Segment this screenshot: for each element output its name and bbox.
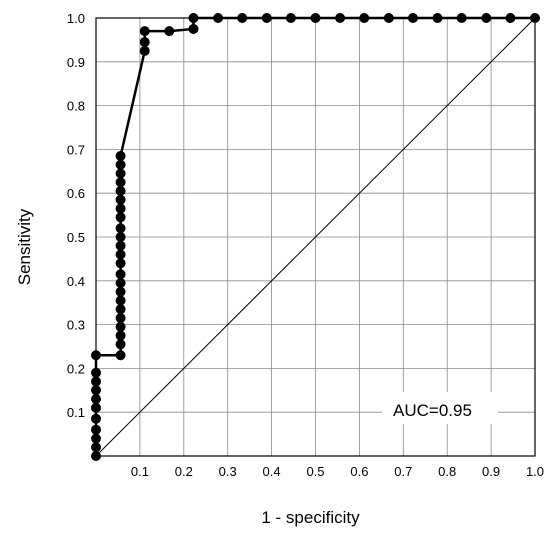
roc-point xyxy=(188,13,199,23)
roc-point xyxy=(115,168,126,179)
roc-point xyxy=(359,13,370,23)
y-tick-label: 0.3 xyxy=(67,318,85,333)
roc-point xyxy=(115,249,126,260)
roc-point xyxy=(456,13,467,23)
roc-point xyxy=(139,37,150,48)
roc-point xyxy=(115,194,126,205)
roc-point xyxy=(115,350,126,361)
roc-point xyxy=(383,13,394,23)
roc-point xyxy=(115,150,126,161)
y-tick-label: 0.6 xyxy=(67,186,85,201)
roc-point xyxy=(115,330,126,341)
roc-point xyxy=(407,13,418,23)
x-tick-label: 0.5 xyxy=(306,464,324,479)
roc-point xyxy=(115,286,126,297)
roc-point xyxy=(91,424,101,435)
roc-point xyxy=(505,13,516,23)
y-tick-label: 0.7 xyxy=(67,142,85,157)
roc-point xyxy=(335,13,346,23)
roc-point xyxy=(261,13,272,23)
roc-point xyxy=(115,159,126,170)
roc-point xyxy=(115,232,126,242)
auc-label-background xyxy=(382,392,498,424)
roc-point xyxy=(115,339,126,350)
roc-point xyxy=(91,413,101,424)
y-tick-label: 1.0 xyxy=(67,11,85,26)
roc-point xyxy=(91,394,101,405)
y-tick-label: 0.4 xyxy=(67,274,85,289)
roc-point xyxy=(91,442,101,453)
x-tick-label: 0.7 xyxy=(394,464,412,479)
roc-point xyxy=(115,321,126,332)
roc-point xyxy=(310,13,321,23)
grid xyxy=(96,18,535,456)
roc-point xyxy=(213,13,224,23)
roc-point xyxy=(91,433,101,444)
x-tick-label: 0.8 xyxy=(438,464,456,479)
roc-point xyxy=(115,269,126,280)
roc-point xyxy=(432,13,443,23)
y-tick-label: 0.2 xyxy=(67,361,85,376)
roc-point xyxy=(91,451,101,461)
roc-point xyxy=(115,223,126,234)
roc-point xyxy=(91,402,101,413)
roc-point xyxy=(115,258,126,269)
roc-point xyxy=(115,240,126,251)
x-tick-label: 1.0 xyxy=(526,464,544,479)
x-tick-label: 0.6 xyxy=(350,464,368,479)
roc-point xyxy=(285,13,296,23)
x-tick-labels: 0.1 0.2 0.3 0.4 0.5 0.6 0.7 0.8 0.9 1.0 xyxy=(131,464,544,479)
reference-diagonal xyxy=(95,17,536,457)
roc-point xyxy=(115,295,126,306)
roc-point xyxy=(530,13,540,23)
y-tick-label: 0.1 xyxy=(67,405,85,420)
roc-point xyxy=(481,13,492,23)
auc-annotation: AUC=0.95 xyxy=(393,401,472,420)
x-tick-label: 0.4 xyxy=(263,464,281,479)
roc-point xyxy=(91,367,101,378)
roc-point xyxy=(115,177,126,188)
y-tick-label: 0.5 xyxy=(67,230,85,245)
roc-point xyxy=(139,45,150,56)
roc-point xyxy=(115,212,126,223)
x-tick-label: 0.2 xyxy=(175,464,193,479)
y-tick-label: 0.8 xyxy=(67,99,85,114)
roc-point xyxy=(115,304,126,315)
roc-points xyxy=(91,13,540,461)
y-tick-label: 0.9 xyxy=(67,55,85,70)
roc-point xyxy=(115,277,126,288)
x-tick-label: 0.9 xyxy=(482,464,500,479)
y-tick-labels: 0.1 0.2 0.3 0.4 0.5 0.6 0.7 0.8 0.9 1.0 xyxy=(67,11,85,420)
x-tick-label: 0.3 xyxy=(219,464,237,479)
roc-point xyxy=(91,385,101,396)
roc-point xyxy=(115,186,126,197)
roc-point xyxy=(164,26,175,37)
roc-point xyxy=(237,13,248,23)
x-axis-title: 1 - specificity xyxy=(261,508,360,527)
roc-point xyxy=(188,23,199,34)
roc-point xyxy=(91,350,101,361)
roc-point xyxy=(115,313,126,324)
roc-point xyxy=(139,26,150,37)
roc-point xyxy=(115,203,126,214)
x-tick-label: 0.1 xyxy=(131,464,149,479)
y-axis-title: Sensitivity xyxy=(15,208,34,285)
roc-point xyxy=(91,376,101,387)
